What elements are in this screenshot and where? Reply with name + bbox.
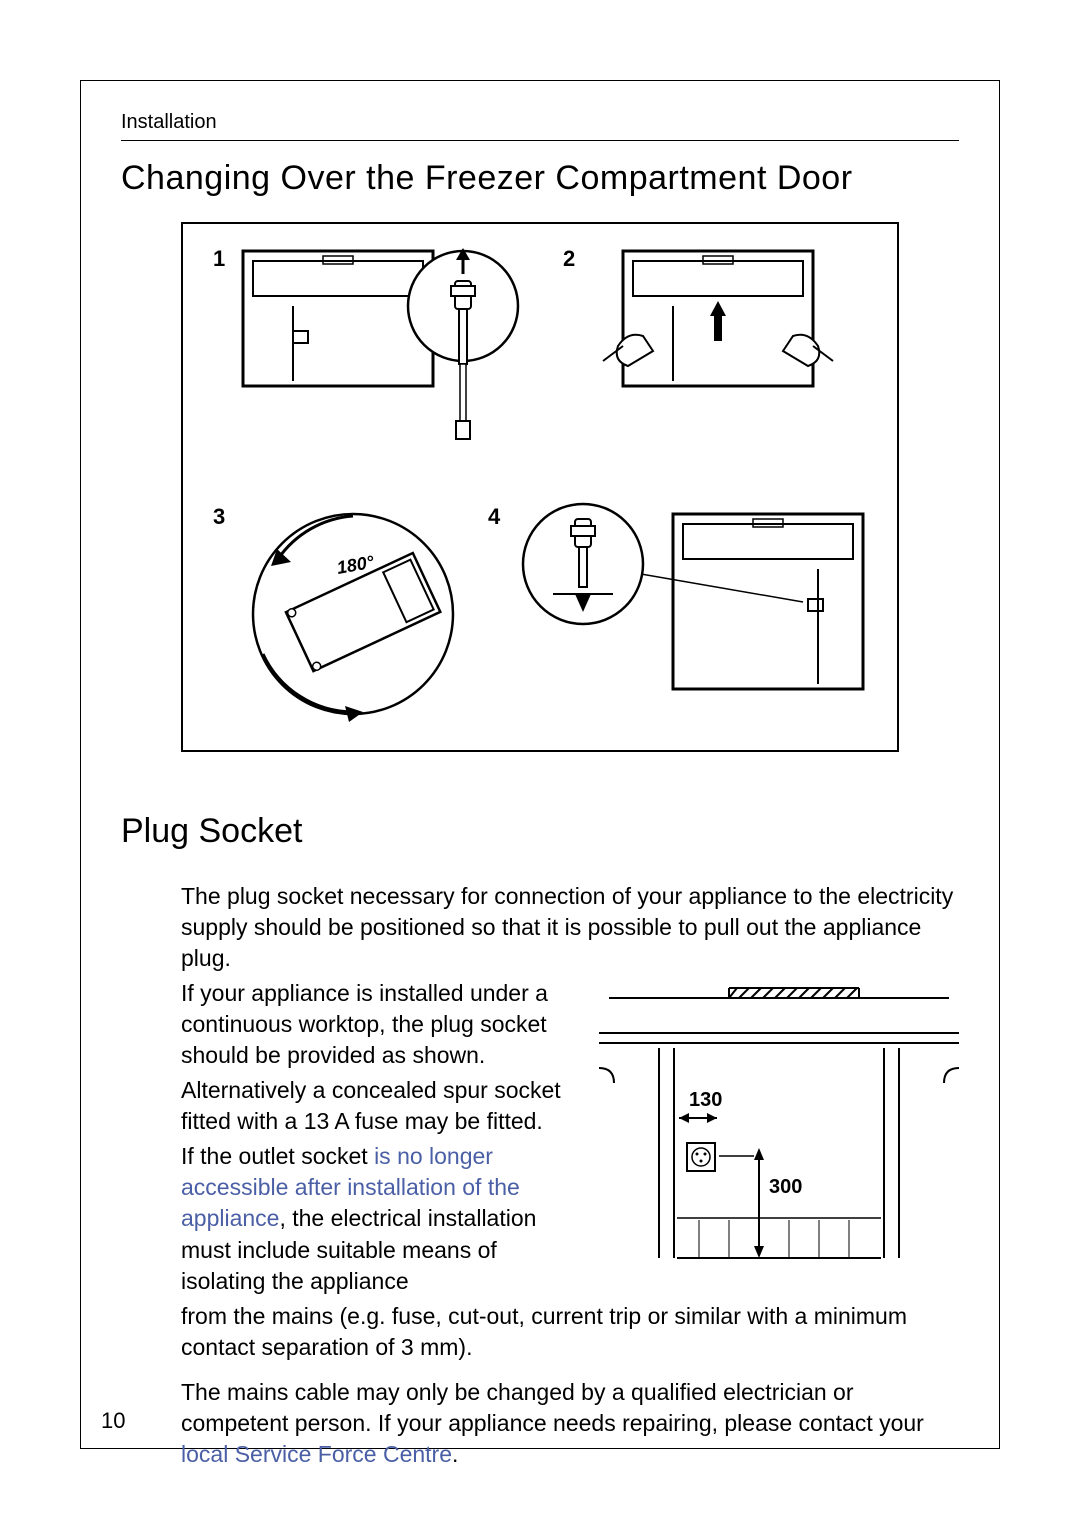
panel-3-svg: 180°	[223, 504, 483, 734]
panel-1-svg	[238, 246, 523, 446]
body-text: The plug socket necessary for connection…	[181, 881, 959, 1470]
section2-title: Plug Socket	[121, 812, 959, 851]
panel-number: 2	[563, 246, 575, 272]
para3-link[interactable]: local Service Force Centre	[181, 1441, 452, 1467]
freezer-door-diagram: 1 2	[181, 222, 899, 752]
page-number: 10	[101, 1408, 125, 1434]
para3-pre: The mains cable may only be changed by a…	[181, 1379, 924, 1436]
panel-number: 4	[488, 504, 500, 530]
section1-title: Changing Over the Freezer Compartment Do…	[121, 159, 959, 198]
panel-4-svg	[513, 494, 893, 734]
para1: The plug socket necessary for connection…	[181, 881, 959, 974]
panel-number: 1	[213, 246, 225, 272]
header-label: Installation	[121, 111, 959, 141]
panel-2-svg	[588, 246, 883, 446]
para3: The mains cable may only be changed by a…	[181, 1377, 959, 1470]
dim-130: 130	[689, 1089, 722, 1111]
socket-diagram: 130 300	[599, 978, 959, 1268]
para2d: from the mains (e.g. fuse, cut-out, curr…	[181, 1301, 959, 1363]
dim-300: 300	[769, 1176, 802, 1198]
para3-post: .	[452, 1441, 458, 1467]
page-frame: Installation Changing Over the Freezer C…	[80, 80, 1000, 1449]
para2c-pre: If the outlet socket	[181, 1143, 374, 1169]
